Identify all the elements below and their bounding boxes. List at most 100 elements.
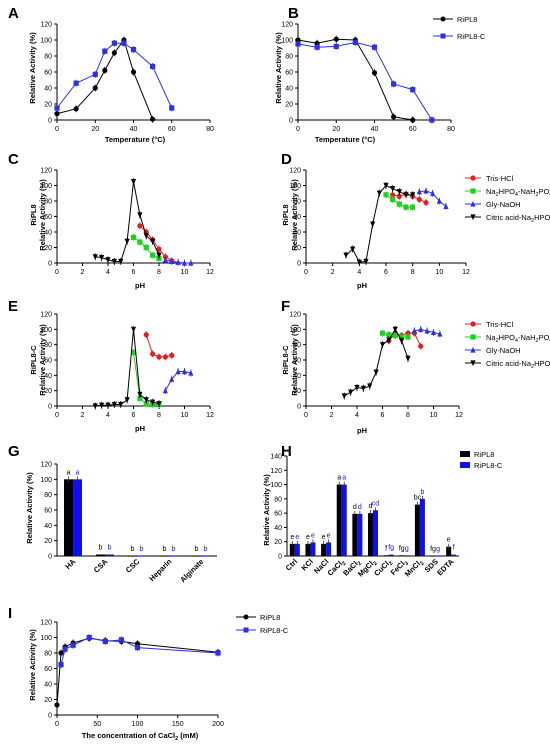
xlabel-E: pH xyxy=(135,424,145,433)
data-point xyxy=(137,212,143,219)
significance-letter: a xyxy=(342,475,346,482)
legend-label: Na2HPO4-NaH2PO4 xyxy=(486,187,550,198)
data-point xyxy=(379,342,386,348)
data-point xyxy=(150,116,156,122)
data-point xyxy=(356,259,362,266)
ylabel-H: Relative Activity (%) xyxy=(262,474,271,546)
data-point xyxy=(396,189,402,195)
x-tick-label: 40 xyxy=(130,126,138,133)
ylabel-A: Relative Activity (%) xyxy=(28,32,37,104)
data-point xyxy=(150,238,156,245)
significance-letter: e xyxy=(311,532,315,539)
x-tick-label: 50 xyxy=(93,721,101,728)
data-point xyxy=(118,637,124,643)
legend-I-label-ripl8c: RiPL8-C xyxy=(260,626,289,635)
series-line-3 xyxy=(95,181,160,262)
legend-marker xyxy=(470,188,476,194)
data-point xyxy=(92,403,98,410)
y-tick-label: 120 xyxy=(289,312,301,319)
x-tick-label: 200 xyxy=(212,721,224,728)
ylabel-G: Relative Activity (%) xyxy=(25,472,34,544)
data-point xyxy=(111,401,117,408)
data-point xyxy=(403,204,409,210)
y-tick-label: 60 xyxy=(293,358,301,365)
category-label: CSC xyxy=(124,557,142,575)
data-point xyxy=(86,634,92,641)
y-tick-label: 120 xyxy=(281,22,293,29)
data-point xyxy=(399,338,405,344)
legend-marker xyxy=(470,200,476,207)
ylabel-B: Relative Activity (%) xyxy=(274,32,283,104)
y-tick-label: 80 xyxy=(285,54,293,61)
y-tick-label: 100 xyxy=(40,477,52,484)
bar xyxy=(201,556,210,557)
data-point xyxy=(410,204,416,210)
data-point xyxy=(411,327,417,334)
y-tick-label: 120 xyxy=(40,22,52,29)
chart-B: 0 20 40 60 80 100 120 0 20 40 60 80 xyxy=(281,22,455,134)
data-point xyxy=(162,387,168,394)
significance-letter: e xyxy=(447,537,451,544)
bar xyxy=(321,543,327,556)
significance-letter: g xyxy=(436,546,440,553)
x-tick-label: 8 xyxy=(411,269,415,276)
y-tick-label: 100 xyxy=(40,635,52,642)
bar xyxy=(383,555,389,556)
bar xyxy=(446,546,452,556)
data-point xyxy=(102,67,108,73)
data-point xyxy=(437,330,443,337)
data-point xyxy=(169,258,175,265)
y-tick-label: 0 xyxy=(48,713,52,720)
data-point xyxy=(130,47,137,53)
data-point xyxy=(54,111,60,117)
data-point xyxy=(169,105,175,111)
x-tick-label: 10 xyxy=(430,412,438,419)
panel-label-G: G xyxy=(8,443,20,460)
data-point xyxy=(386,337,392,344)
bar xyxy=(341,484,347,556)
y-tick-label: 100 xyxy=(40,327,52,334)
y-tick-label: 60 xyxy=(44,358,52,365)
data-point xyxy=(92,71,98,77)
data-point xyxy=(188,369,194,376)
bar xyxy=(367,513,373,556)
legend-label-ripl8: RiPL8 xyxy=(457,15,477,24)
legend-label-H-ripl8c: RiPL8-C xyxy=(474,461,503,470)
y-tick-label: 80 xyxy=(44,651,52,658)
data-point xyxy=(143,233,149,239)
y-tick-label: 80 xyxy=(44,199,52,206)
chart-D: 0 20 40 60 80 100 120 0 2 4 6 8 10 12 xyxy=(289,168,470,277)
legend-label: Gly-NaOH xyxy=(486,200,521,209)
x-tick-label: 60 xyxy=(168,126,176,133)
data-point xyxy=(354,385,360,391)
data-point xyxy=(73,80,79,86)
data-point xyxy=(215,650,221,656)
data-point xyxy=(130,234,137,241)
data-point xyxy=(373,369,379,376)
data-point xyxy=(169,376,175,382)
x-tick-label: 4 xyxy=(357,269,361,276)
bar xyxy=(294,543,300,556)
bar xyxy=(352,513,358,556)
data-point xyxy=(54,702,60,708)
data-point xyxy=(150,252,156,258)
data-point xyxy=(423,199,429,206)
x-tick-label: 0 xyxy=(304,412,308,419)
y-tick-label: 120 xyxy=(40,312,52,319)
data-point xyxy=(405,355,411,362)
legend-marker xyxy=(470,321,476,327)
data-point xyxy=(424,327,430,334)
data-point xyxy=(134,644,141,651)
xlabel-A: Temperature (°C) xyxy=(105,135,166,144)
significance-letter: b xyxy=(163,546,167,553)
x-tick-label: 4 xyxy=(106,269,110,276)
x-tick-label: 0 xyxy=(296,126,300,133)
legend-marker xyxy=(470,175,476,181)
bar xyxy=(310,542,316,556)
data-point xyxy=(156,401,162,407)
xlabel-I: The concentration of CaCl2 (mM) xyxy=(82,731,199,742)
series-line-1 xyxy=(297,41,433,121)
data-point xyxy=(343,252,349,259)
x-tick-label: 0 xyxy=(55,269,59,276)
data-point xyxy=(130,349,137,355)
